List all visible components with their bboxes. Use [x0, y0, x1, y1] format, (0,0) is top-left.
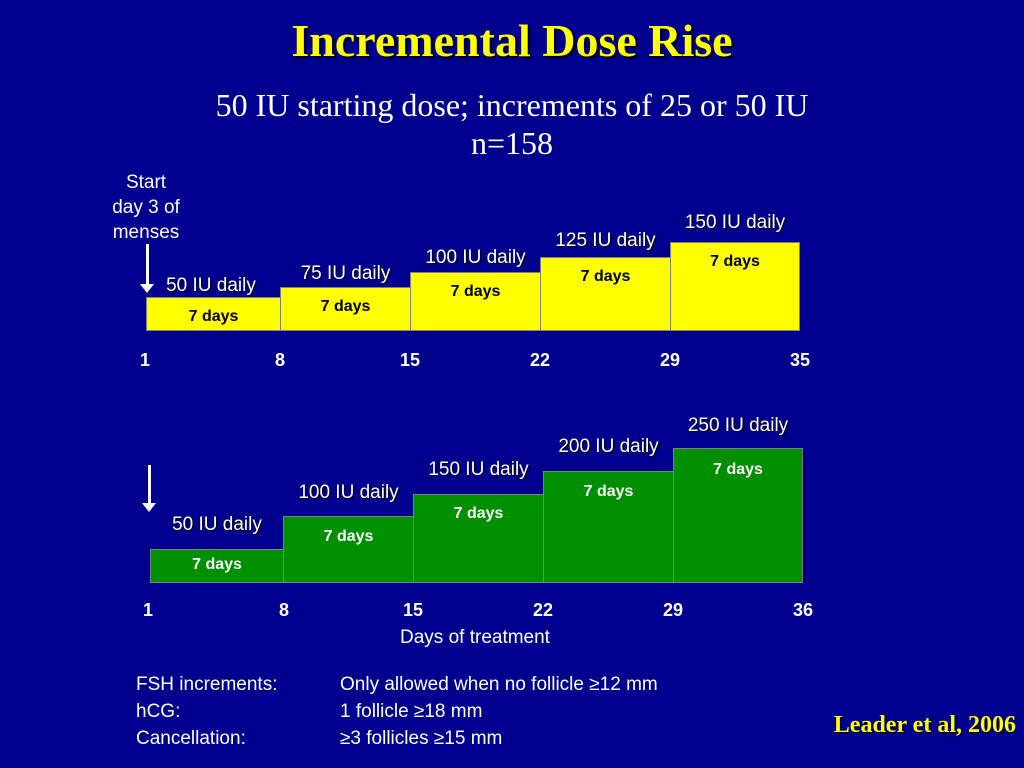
step-duration: 7 days — [713, 461, 763, 478]
note-value: ≥3 follicles ≥15 mm — [340, 728, 503, 749]
note-row: Cancellation: ≥3 follicles ≥15 mm — [136, 725, 658, 752]
dose-label: 150 IU daily — [684, 212, 786, 233]
step-duration: 7 days — [710, 253, 760, 270]
dose-step: 7 days — [410, 272, 541, 331]
step-duration: 7 days — [450, 283, 501, 300]
step-duration: 7 days — [320, 298, 371, 315]
dose-label: 100 IU daily — [425, 247, 526, 268]
dose-label: 100 IU daily — [298, 482, 399, 503]
note-value: 1 follicle ≥18 mm — [340, 701, 483, 722]
dose-step: 7 days — [673, 448, 803, 583]
note-row: hCG: 1 follicle ≥18 mm — [136, 698, 658, 725]
dose-step: 7 days — [150, 549, 284, 583]
note-key: hCG: — [136, 701, 181, 722]
start-label-line: Start — [125, 172, 167, 193]
dose-step: 7 days — [146, 297, 281, 331]
dose-step: 7 days — [543, 471, 674, 583]
step-duration: 7 days — [188, 308, 239, 325]
day-tick: 35 — [789, 350, 811, 370]
step-duration: 7 days — [583, 483, 634, 500]
day-tick: 15 — [399, 350, 421, 370]
citation: Leader et al, 2006 — [833, 712, 1016, 738]
down-arrow-icon — [142, 465, 156, 512]
day-tick: 36 — [792, 600, 814, 620]
dose-step: 7 days — [413, 494, 544, 583]
step-duration: 7 days — [580, 268, 631, 285]
dose-label: 125 IU daily — [555, 230, 656, 251]
slide-subtitle: 50 IU starting dose; increments of 25 or… — [0, 86, 1024, 162]
criteria-notes: FSH increments: Only allowed when no fol… — [136, 671, 658, 752]
day-tick: 29 — [662, 600, 684, 620]
step-duration: 7 days — [192, 556, 242, 573]
day-tick: 29 — [659, 350, 681, 370]
dose-step: 7 days — [670, 242, 800, 331]
day-tick: 22 — [532, 600, 554, 620]
note-row: FSH increments: Only allowed when no fol… — [136, 671, 658, 698]
start-label: Start day 3 of menses — [96, 170, 196, 245]
slide-title: Incremental Dose Rise — [291, 15, 733, 66]
dose-step: 7 days — [283, 516, 414, 583]
dose-label: 200 IU daily — [558, 436, 659, 457]
note-key: FSH increments: — [136, 674, 278, 695]
dose-label: 75 IU daily — [300, 263, 391, 284]
day-tick: 1 — [139, 350, 150, 370]
day-tick: 1 — [142, 600, 153, 620]
note-key: Cancellation: — [136, 728, 246, 749]
day-tick: 22 — [529, 350, 551, 370]
dose-label: 50 IU daily — [166, 275, 256, 296]
step-duration: 7 days — [453, 505, 504, 522]
step-duration: 7 days — [323, 528, 374, 545]
dose-label: 50 IU daily — [172, 514, 262, 535]
dose-step: 7 days — [280, 287, 411, 331]
start-label-line: day 3 of — [112, 197, 180, 218]
note-value: Only allowed when no follicle ≥12 mm — [340, 674, 658, 695]
dose-step: 7 days — [540, 257, 671, 331]
subtitle-line-1: 50 IU starting dose; increments of 25 or… — [215, 87, 809, 123]
start-label-line: menses — [112, 222, 180, 243]
day-tick: 15 — [402, 600, 424, 620]
dose-label: 150 IU daily — [428, 459, 529, 480]
x-axis-label: Days of treatment — [400, 627, 550, 648]
down-arrow-icon — [140, 244, 154, 293]
dose-label: 250 IU daily — [687, 415, 789, 436]
day-tick: 8 — [274, 350, 285, 370]
subtitle-line-2: n=158 — [470, 125, 554, 161]
day-tick: 8 — [278, 600, 289, 620]
